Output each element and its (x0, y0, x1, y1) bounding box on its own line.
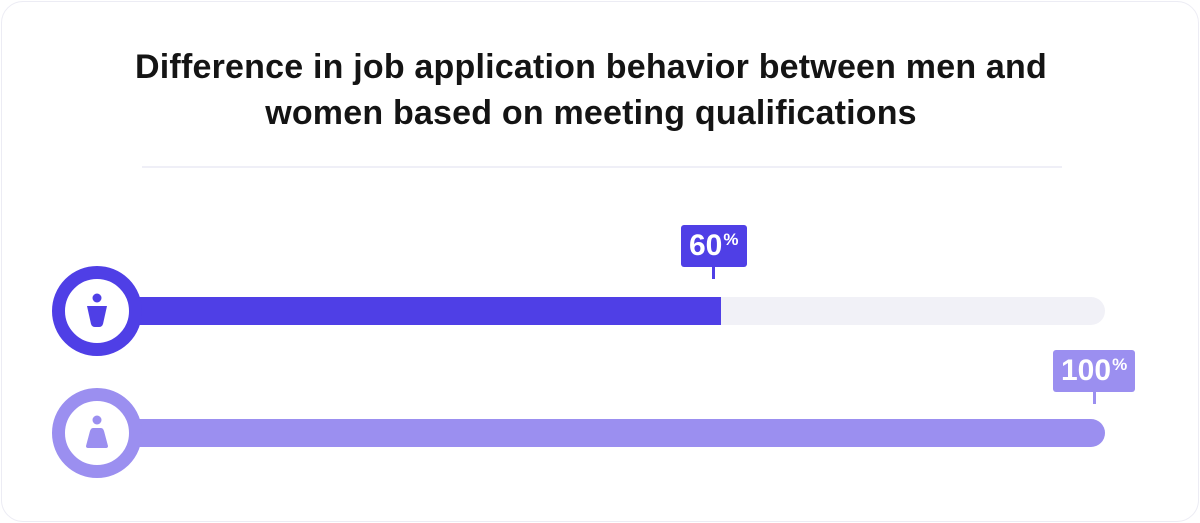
unit-label-women: % (1112, 355, 1128, 374)
chart-title-line-1: Difference in job application behavior b… (135, 48, 1047, 86)
value-label-men: 60 (689, 229, 723, 262)
title-divider (142, 166, 1062, 168)
female-person-icon (86, 415, 108, 448)
value-tag-stem-women (1092, 392, 1096, 404)
bar-track-women (120, 419, 1105, 447)
bar-row-women: 100% (0, 350, 1200, 486)
value-tag-men: 60% (681, 225, 747, 279)
value-tag-stem-men (712, 267, 716, 279)
bar-fill-women (120, 419, 1105, 447)
bar-row-men: 60% (0, 225, 1200, 362)
bar-fill-men (120, 297, 721, 325)
unit-label-men: % (723, 230, 739, 249)
bar-track-men (120, 297, 1105, 325)
male-person-icon (87, 293, 107, 327)
chart-title-line-2: women based on meeting qualifications (265, 94, 917, 132)
value-label-women: 100 (1061, 354, 1112, 387)
chart-title: Difference in job application behavior b… (2, 44, 1180, 136)
value-tag-women: 100% (1053, 350, 1136, 404)
women-icon-badge (52, 388, 142, 478)
men-icon-badge (52, 266, 142, 356)
